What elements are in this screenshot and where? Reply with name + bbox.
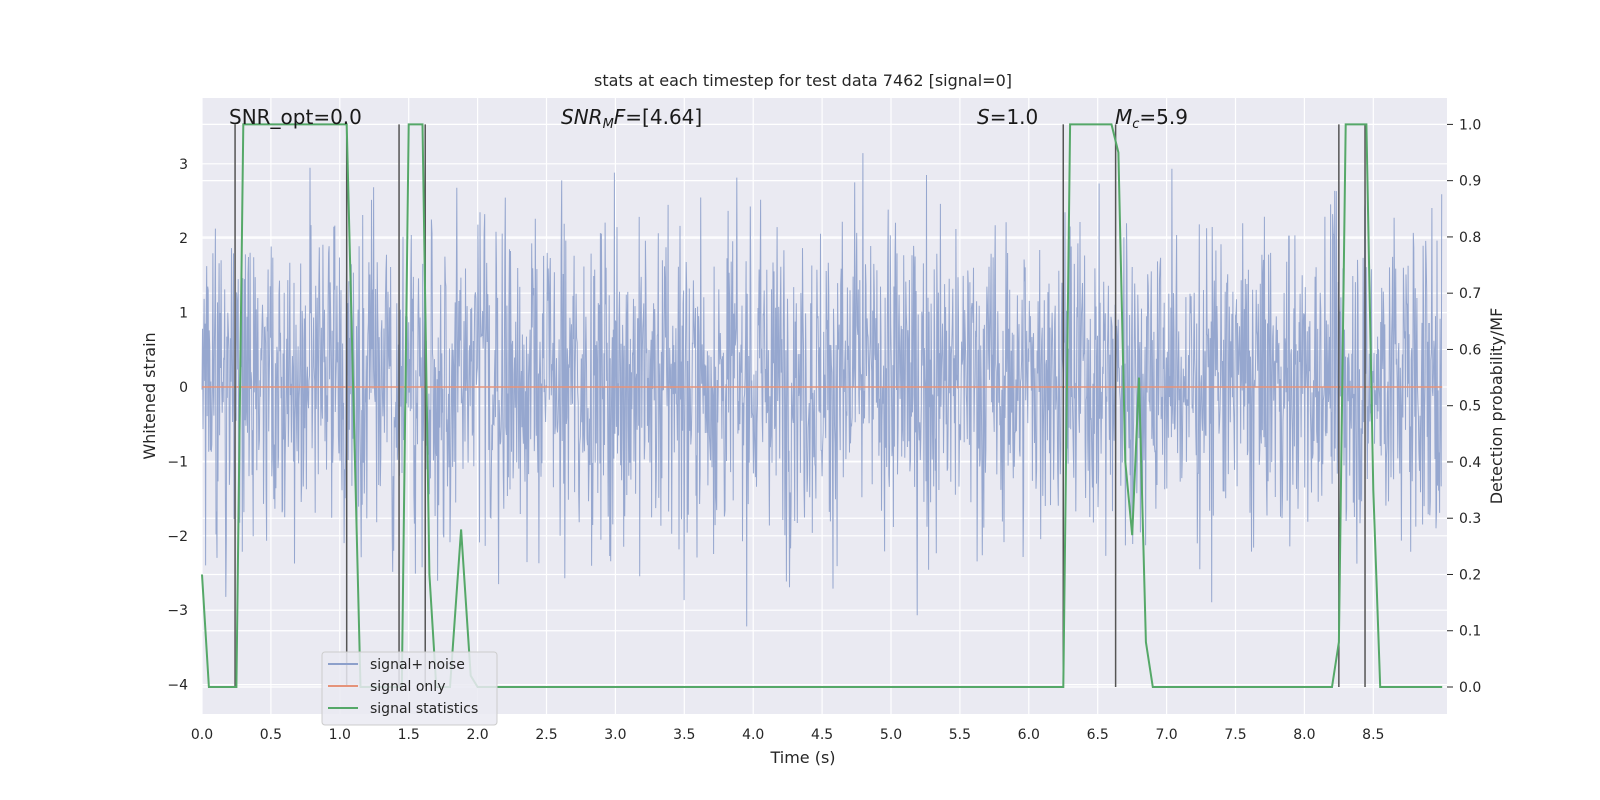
y-left-tick-label-4: −1	[167, 454, 188, 470]
legend-box	[321, 651, 498, 726]
y-left-tick-label-0: 3	[179, 157, 188, 173]
noise-trace	[201, 153, 1443, 627]
x-tick-label-6: 3.0	[604, 727, 626, 743]
x-tick-label-2: 1.0	[329, 727, 351, 743]
x-axis-ticks: 0.0 0.5 1.0 1.5 2.0 2.5 3.0 3.5 4.0 4.5 5.0 5.5 6.0 6…	[191, 727, 1385, 743]
legend-entry-stats: signal statistics	[370, 701, 478, 717]
y-right-tick-label-10: 0.0	[1459, 680, 1481, 696]
legend: signal+ noise signal only signal statist…	[321, 651, 498, 726]
y-axis-left-ticks: 3 2 1 0 −1 −2 −3 −4	[167, 157, 188, 694]
x-tick-label-12: 6.0	[1018, 727, 1040, 743]
y-right-tick-label-6: 0.4	[1459, 455, 1481, 471]
y-axis-left-label: Whitened strain	[140, 332, 159, 459]
y-axis-right-label: Detection probability/MF	[1487, 308, 1506, 505]
y-right-tick-label-1: 0.9	[1459, 174, 1481, 190]
x-tick-label-4: 2.0	[466, 727, 488, 743]
x-tick-label-10: 5.0	[880, 727, 902, 743]
y-right-tick-label-9: 0.1	[1459, 624, 1481, 640]
stats-line	[201, 123, 1443, 688]
legend-entry-signal: signal only	[370, 679, 445, 695]
x-tick-label-9: 4.5	[811, 727, 833, 743]
y-left-tick-label-6: −3	[167, 603, 188, 619]
y-right-tick-label-7: 0.3	[1459, 511, 1481, 527]
x-tick-label-15: 7.5	[1224, 727, 1246, 743]
vertical-markers	[234, 124, 1366, 687]
x-tick-label-11: 5.5	[949, 727, 971, 743]
x-tick-label-8: 4.0	[742, 727, 764, 743]
y-axis-right-ticks: 1.0 0.9 0.8 0.7 0.6 0.5 0.4 0.3 0.2 0.1 0.0	[1447, 117, 1481, 696]
annotation-snr-opt: SNR_opt=0.0	[229, 105, 362, 129]
y-right-tick-label-5: 0.5	[1459, 399, 1481, 415]
x-tick-label-0: 0.0	[191, 727, 213, 743]
y-right-tick-label-8: 0.2	[1459, 567, 1481, 583]
x-axis-label: Time (s)	[769, 748, 835, 767]
y-right-tick-label-4: 0.6	[1459, 342, 1481, 358]
y-left-tick-label-5: −2	[167, 529, 188, 545]
x-tick-label-14: 7.0	[1155, 727, 1177, 743]
series-signal-statistics	[201, 123, 1443, 688]
annotation-s: S=1.0	[977, 105, 1038, 129]
annotation-snr-mf: SNRMF=[4.64]	[561, 105, 702, 132]
x-tick-label-13: 6.5	[1087, 727, 1109, 743]
annotations: SNR_opt=0.0 SNRMF=[4.64] S=1.0 Mc=5.9	[229, 105, 1188, 132]
y-right-tick-label-2: 0.8	[1459, 230, 1481, 246]
annotation-mc: Mc=5.9	[1115, 105, 1188, 132]
chart-title: stats at each timestep for test data 746…	[594, 71, 1012, 90]
y-left-tick-label-2: 1	[179, 306, 188, 322]
y-left-tick-label-7: −4	[167, 678, 188, 694]
x-tick-label-1: 0.5	[260, 727, 282, 743]
x-tick-label-3: 1.5	[398, 727, 420, 743]
x-tick-label-17: 8.5	[1362, 727, 1384, 743]
legend-entry-noise: signal+ noise	[370, 657, 465, 673]
x-tick-label-7: 3.5	[673, 727, 695, 743]
y-left-tick-label-1: 2	[179, 231, 188, 247]
y-right-tick-label-3: 0.7	[1459, 286, 1481, 302]
series-signal-noise	[201, 153, 1443, 627]
y-left-tick-label-3: 0	[179, 380, 188, 396]
x-tick-label-5: 2.5	[535, 727, 557, 743]
y-right-tick-label-0: 1.0	[1459, 117, 1481, 133]
x-tick-label-16: 8.0	[1293, 727, 1315, 743]
